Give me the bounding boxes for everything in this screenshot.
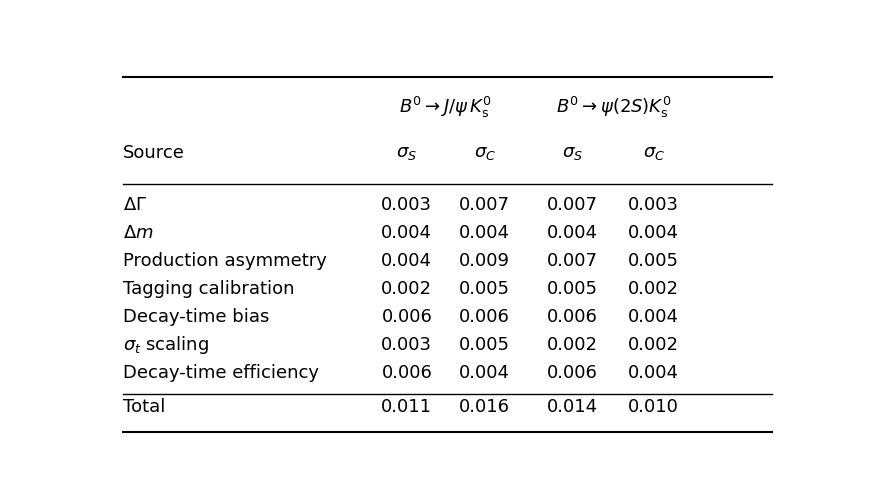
Text: 0.004: 0.004 <box>547 224 598 242</box>
Text: 0.014: 0.014 <box>547 398 598 416</box>
Text: $\Delta m$: $\Delta m$ <box>122 224 154 242</box>
Text: 0.004: 0.004 <box>382 224 432 242</box>
Text: 0.006: 0.006 <box>547 364 598 382</box>
Text: $\sigma_C$: $\sigma_C$ <box>473 144 496 162</box>
Text: $B^0 \rightarrow J/\psi\, K^0_{\mathrm{s}}$: $B^0 \rightarrow J/\psi\, K^0_{\mathrm{s… <box>400 95 492 120</box>
Text: 0.005: 0.005 <box>459 280 510 298</box>
Text: 0.011: 0.011 <box>382 398 432 416</box>
Text: $\sigma_t$ scaling: $\sigma_t$ scaling <box>122 334 209 356</box>
Text: 0.006: 0.006 <box>547 308 598 326</box>
Text: 0.006: 0.006 <box>382 308 432 326</box>
Text: 0.002: 0.002 <box>547 336 598 354</box>
Text: $B^0 \rightarrow \psi(2S)K^0_{\mathrm{s}}$: $B^0 \rightarrow \psi(2S)K^0_{\mathrm{s}… <box>555 95 670 120</box>
Text: 0.003: 0.003 <box>382 336 432 354</box>
Text: 0.005: 0.005 <box>547 280 598 298</box>
Text: 0.004: 0.004 <box>382 251 432 270</box>
Text: 0.002: 0.002 <box>629 280 679 298</box>
Text: 0.004: 0.004 <box>629 308 679 326</box>
Text: 0.007: 0.007 <box>547 251 598 270</box>
Text: 0.007: 0.007 <box>547 195 598 214</box>
Text: 0.002: 0.002 <box>629 336 679 354</box>
Text: Decay-time bias: Decay-time bias <box>122 308 269 326</box>
Text: 0.009: 0.009 <box>459 251 510 270</box>
Text: Tagging calibration: Tagging calibration <box>122 280 294 298</box>
Text: $\sigma_S$: $\sigma_S$ <box>396 144 417 162</box>
Text: 0.004: 0.004 <box>459 224 510 242</box>
Text: 0.002: 0.002 <box>382 280 432 298</box>
Text: $\sigma_S$: $\sigma_S$ <box>562 144 583 162</box>
Text: 0.007: 0.007 <box>459 195 510 214</box>
Text: $\sigma_C$: $\sigma_C$ <box>643 144 665 162</box>
Text: 0.003: 0.003 <box>629 195 679 214</box>
Text: 0.010: 0.010 <box>629 398 679 416</box>
Text: Total: Total <box>122 398 165 416</box>
Text: Source: Source <box>122 144 184 162</box>
Text: 0.006: 0.006 <box>382 364 432 382</box>
Text: 0.005: 0.005 <box>459 336 510 354</box>
Text: 0.004: 0.004 <box>629 224 679 242</box>
Text: $\Delta\Gamma$: $\Delta\Gamma$ <box>122 195 147 214</box>
Text: Decay-time efficiency: Decay-time efficiency <box>122 364 319 382</box>
Text: 0.003: 0.003 <box>382 195 432 214</box>
Text: Production asymmetry: Production asymmetry <box>122 251 327 270</box>
Text: 0.005: 0.005 <box>629 251 679 270</box>
Text: 0.006: 0.006 <box>459 308 510 326</box>
Text: 0.004: 0.004 <box>629 364 679 382</box>
Text: 0.016: 0.016 <box>459 398 510 416</box>
Text: 0.004: 0.004 <box>459 364 510 382</box>
